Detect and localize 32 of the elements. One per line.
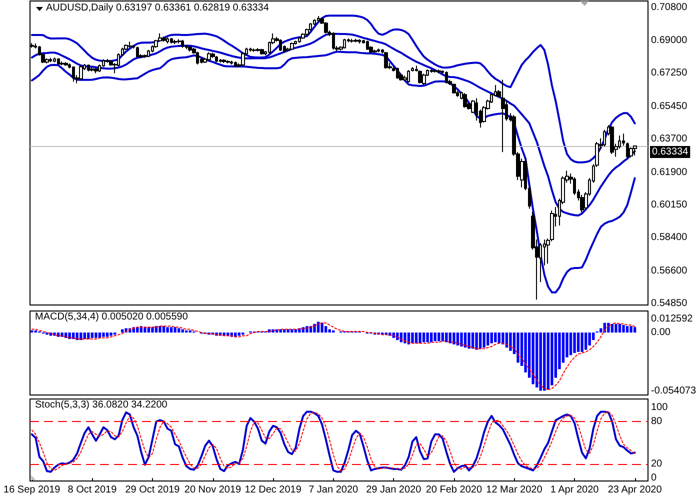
y-tick-label: 0.67250 bbox=[651, 68, 688, 79]
y-tick-label: 20 bbox=[651, 458, 663, 470]
x-tick-label: 1 Apr 2020 bbox=[550, 484, 600, 496]
y-tick-label: -0.054073 bbox=[651, 385, 696, 396]
ref-line-label: 0.63334 bbox=[652, 146, 689, 158]
chart-title: AUDUSD,Daily 0.63197 0.63361 0.62819 0.63334 bbox=[46, 2, 270, 14]
x-tick-label: 16 Sep 2019 bbox=[4, 484, 61, 496]
x-tick-label: 7 Jan 2020 bbox=[308, 484, 359, 496]
y-tick-label: 0.56600 bbox=[651, 266, 688, 277]
y-tick-label: 100 bbox=[651, 402, 668, 413]
y-tick-label: 0.65450 bbox=[651, 101, 688, 112]
chart-title: MACD(5,34,4) 0.005020 0.005590 bbox=[35, 312, 188, 322]
y-tick-label: 0 bbox=[651, 472, 657, 484]
x-tick-label: 20 Nov 2019 bbox=[184, 484, 242, 496]
y-tick-label: 80 bbox=[651, 416, 663, 428]
x-tick-label: 23 Apr 2020 bbox=[608, 484, 662, 496]
y-tick-label: 0.63700 bbox=[651, 134, 688, 145]
x-tick-label: 12 Dec 2019 bbox=[244, 484, 302, 496]
chart-title: Stoch(5,3,3) 36.0820 34.2200 bbox=[35, 400, 168, 410]
y-tick-label: 0.54850 bbox=[651, 298, 688, 310]
y-tick-label: 0.70800 bbox=[651, 2, 688, 13]
x-tick-label: 29 Jan 2020 bbox=[366, 484, 422, 496]
y-tick-label: 0.00 bbox=[651, 327, 671, 338]
y-tick-label: 0.60150 bbox=[651, 200, 688, 211]
y-tick-label: 0.61900 bbox=[651, 167, 688, 178]
x-tick-label: 20 Feb 2020 bbox=[426, 484, 482, 496]
x-tick-label: 29 Oct 2019 bbox=[125, 484, 180, 496]
x-tick-label: 8 Oct 2019 bbox=[68, 484, 118, 496]
x-tick-label: 12 Mar 2020 bbox=[486, 484, 543, 496]
y-tick-label: 0.012592 bbox=[651, 313, 694, 324]
y-tick-label: 0.58400 bbox=[651, 232, 688, 244]
y-tick-label: 0.69000 bbox=[651, 35, 688, 46]
